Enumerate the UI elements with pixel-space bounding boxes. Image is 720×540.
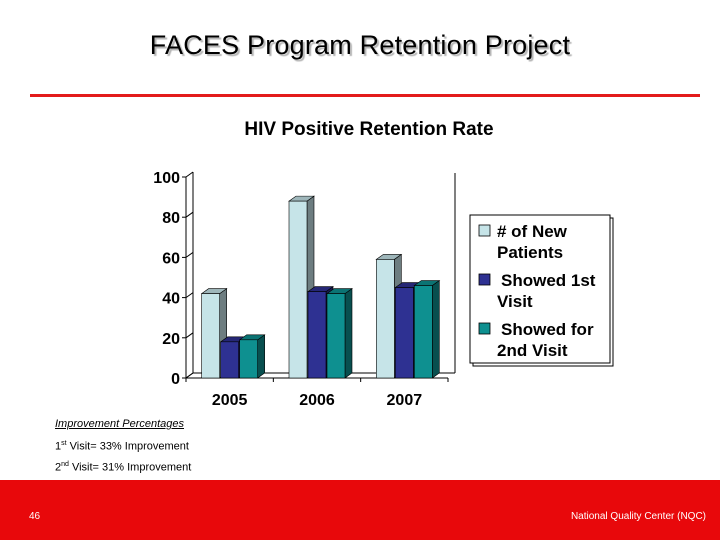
bar-side (344, 287, 353, 379)
legend-label-2-line-2: Visit (497, 292, 533, 311)
legend-swatch-1 (478, 224, 491, 237)
y-tick-label: 80 (162, 210, 180, 227)
y-tick-depth (185, 211, 194, 218)
bar-chart: HIV Positive Retention Rate 0 20 40 60 80 100… (153, 119, 614, 409)
y-tick-label: 60 (162, 250, 180, 267)
legend-label-2-line-1: Showed 1st (501, 271, 596, 290)
y-tick-depth (185, 292, 194, 299)
improvement-heading: Improvement Percentages (55, 418, 185, 430)
chart-bars (200, 195, 441, 379)
y-tick-depth (185, 171, 194, 178)
chart-title: HIV Positive Retention Rate (244, 119, 493, 140)
bar-front (220, 341, 239, 379)
chart-legend: # of New Patients Showed 1st Visit Showed fo… (469, 214, 614, 367)
footer-organization: National Quality Center (NQC) (570, 511, 706, 522)
legend-label-1-line-2: Patients (497, 243, 563, 262)
y-tick-depth (185, 372, 194, 379)
y-tick-label: 40 (162, 291, 180, 308)
bar-front (239, 339, 258, 379)
bar-front (414, 285, 433, 379)
bar-showed-for-2nd-visit-2006 (326, 287, 353, 379)
legend-box (469, 214, 611, 364)
bar-front (307, 291, 327, 379)
legend-label-3-line-1: Showed for (501, 320, 594, 339)
improvement-visit-2: 2nd Visit= 31% Improvement (55, 461, 192, 474)
bar--of-new-patients-2005 (200, 287, 228, 379)
improvement-visit-1: 1st Visit= 33% Improvement (55, 440, 189, 453)
bar-front (201, 293, 220, 379)
bar-side (432, 279, 440, 379)
legend-swatch-3 (478, 322, 491, 335)
x-tick-label-2005: 2005 (212, 392, 248, 409)
bar-showed-for-2nd-visit-2007 (413, 279, 441, 379)
x-tick-label-2007: 2007 (387, 392, 423, 409)
legend-label-3-line-2: 2nd Visit (497, 341, 568, 360)
bar-side (257, 334, 265, 379)
y-tick-label: 20 (162, 331, 180, 348)
slide-title: FACES Program Retention Project (149, 30, 571, 60)
slide-number: 46 (29, 511, 41, 522)
bar-showed-for-2nd-visit-2005 (238, 334, 266, 379)
bar-front (326, 293, 346, 379)
bar-front (376, 259, 395, 379)
x-tick-label-2006: 2006 (299, 392, 335, 409)
y-tick-depth (185, 332, 194, 339)
legend-swatch-2 (478, 273, 491, 286)
footer-bar: 46 National Quality Center (NQC) (0, 480, 720, 540)
legend-label-1-line-1: # of New (497, 222, 568, 241)
y-tick-label: 0 (171, 371, 180, 388)
bar-front (288, 200, 308, 379)
bar-front (395, 287, 414, 379)
y-tick-depth (185, 251, 194, 258)
title-divider (30, 94, 700, 97)
y-tick-label: 100 (153, 170, 180, 187)
